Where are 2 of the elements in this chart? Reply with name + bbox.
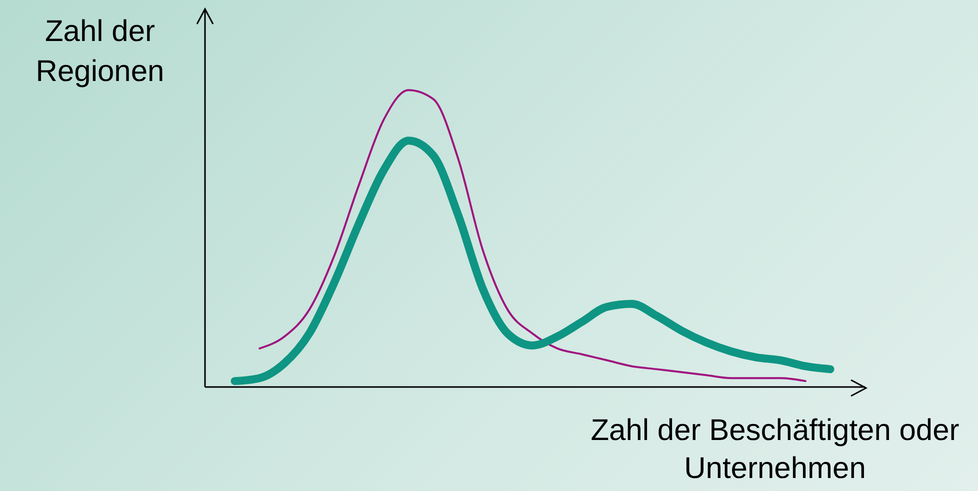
y-axis-title: Zahl der Regionen bbox=[34, 14, 166, 90]
x-axis-title: Zahl der Beschäftigten oder Unternehmen bbox=[590, 413, 960, 487]
